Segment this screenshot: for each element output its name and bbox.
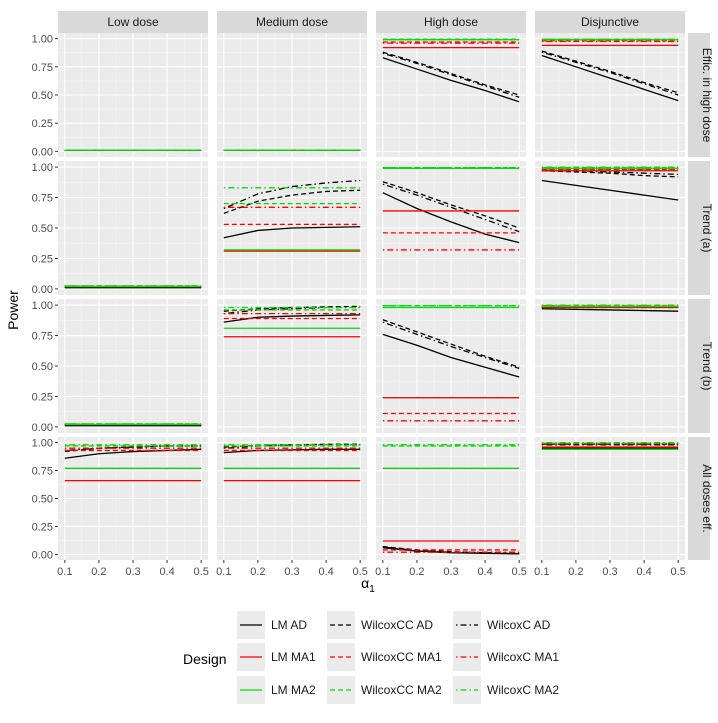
legend-label: WilcoxCC MA2 <box>361 683 442 697</box>
y-tick-label: 1.00 <box>32 162 53 174</box>
x-tick-label: 0.4 <box>636 566 651 578</box>
y-tick-label: 0.25 <box>32 253 53 265</box>
facet-strip-row-label: Trend (b) <box>700 342 714 391</box>
series-line <box>382 319 520 368</box>
x-tick-label: 0.3 <box>284 566 299 578</box>
facet-strip-column-label: Low dose <box>107 15 159 29</box>
legend-label: LM MA2 <box>271 683 316 697</box>
x-axis-title: α1 <box>361 575 375 595</box>
x-tick-label: 0.1 <box>375 566 390 578</box>
x-tick-label: 0.5 <box>512 566 527 578</box>
x-tick-label: 0.5 <box>353 566 368 578</box>
legend-label: WilcoxC MA1 <box>487 650 559 664</box>
legend-label: WilcoxC MA2 <box>487 683 559 697</box>
series-line <box>541 54 679 102</box>
series-line <box>223 314 361 323</box>
x-tick-label: 0.3 <box>602 566 617 578</box>
legend-label: WilcoxCC AD <box>361 618 433 632</box>
facet-strip-row <box>688 33 710 157</box>
y-axis-title: Power <box>5 290 21 330</box>
y-tick-label: 0.50 <box>32 494 53 506</box>
series-line <box>382 52 520 98</box>
x-tick-label: 0.4 <box>159 566 174 578</box>
y-tick-label: 0.75 <box>32 331 53 343</box>
series-line <box>541 170 679 178</box>
y-tick-label: 0.25 <box>32 521 53 533</box>
x-tick-label: 0.2 <box>568 566 583 578</box>
x-tick-label: 0.1 <box>57 566 72 578</box>
legend-title: Design <box>183 651 227 667</box>
y-tick-label: 0.75 <box>32 62 53 74</box>
x-tick-label: 0.2 <box>91 566 106 578</box>
facet-strip-column-label: Disjunctive <box>581 15 639 29</box>
x-tick-label: 0.3 <box>443 566 458 578</box>
y-tick-label: 0.50 <box>32 90 53 102</box>
series-line <box>541 51 679 96</box>
legend-label: WilcoxC AD <box>487 618 551 632</box>
legend-label: LM AD <box>271 618 307 632</box>
facet-strip-row <box>688 161 710 295</box>
y-tick-label: 1.00 <box>32 438 53 450</box>
x-tick-label: 0.4 <box>477 566 492 578</box>
series-line <box>382 183 520 233</box>
y-tick-label: 0.50 <box>32 361 53 373</box>
y-tick-label: 0.25 <box>32 118 53 130</box>
series-line <box>223 179 361 210</box>
y-tick-label: 0.00 <box>32 422 53 434</box>
x-tick-label: 0.4 <box>318 566 333 578</box>
x-tick-label: 0.1 <box>216 566 231 578</box>
series-line <box>382 57 520 103</box>
y-tick-label: 0.00 <box>32 549 53 561</box>
x-tick-label: 0.5 <box>671 566 686 578</box>
facet-strip-row-label: Effic. in high dose <box>700 48 714 143</box>
y-tick-label: 0.00 <box>32 284 53 296</box>
x-tick-label: 0.5 <box>194 566 209 578</box>
facet-strip-column <box>58 11 208 33</box>
facet-strip-column <box>376 11 526 33</box>
legend-label: LM MA1 <box>271 650 316 664</box>
series-line <box>382 181 520 229</box>
x-tick-label: 0.3 <box>125 566 140 578</box>
y-tick-label: 0.50 <box>32 223 53 235</box>
series-line <box>223 226 361 239</box>
series-line <box>223 189 361 214</box>
series-line <box>541 308 679 312</box>
y-tick-label: 1.00 <box>32 34 53 46</box>
y-tick-label: 0.00 <box>32 146 53 158</box>
series-line <box>541 179 679 201</box>
series-line <box>382 321 520 370</box>
x-tick-label: 0.2 <box>250 566 265 578</box>
facet-strip-row-label: Trend (a) <box>700 204 714 253</box>
y-tick-label: 0.75 <box>32 466 53 478</box>
facet-strip-row <box>688 299 710 433</box>
y-tick-label: 1.00 <box>32 300 53 312</box>
facet-strip-column-label: Medium dose <box>256 15 328 29</box>
y-tick-label: 0.75 <box>32 193 53 205</box>
facet-strip-column-label: High dose <box>424 15 478 29</box>
series-line <box>382 192 520 244</box>
facet-strip-column <box>217 11 367 33</box>
facet-strip-row <box>688 437 710 560</box>
y-tick-label: 0.25 <box>32 391 53 403</box>
facet-strip-row-label: All doses eff. <box>700 464 714 532</box>
legend-label: WilcoxCC MA1 <box>361 650 442 664</box>
x-tick-label: 0.1 <box>534 566 549 578</box>
x-tick-label: 0.2 <box>409 566 424 578</box>
series-line <box>382 333 520 378</box>
facet-strip-column <box>535 11 685 33</box>
